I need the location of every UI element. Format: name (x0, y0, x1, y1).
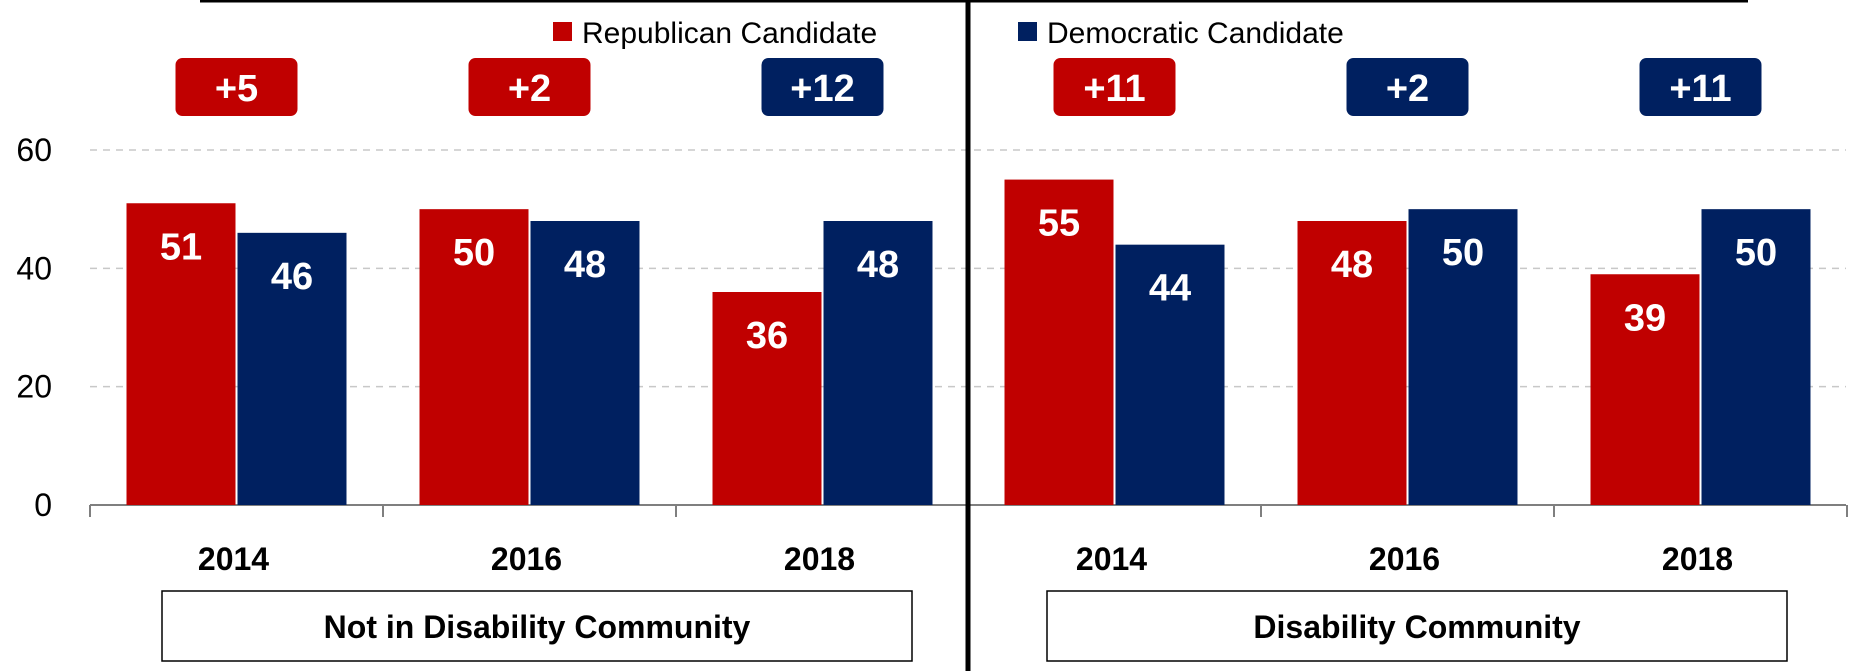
margin-badge (1346, 58, 1469, 116)
margin-badge-label: +2 (508, 68, 551, 110)
data-label-democratic: 48 (564, 244, 606, 286)
bar-republican (712, 292, 822, 505)
margin-badge-label: +11 (1669, 68, 1731, 110)
margin-badge (468, 58, 591, 116)
data-label-republican: 36 (746, 315, 788, 357)
margin-badge-label: +5 (215, 68, 258, 110)
legend-swatch-republican (553, 22, 572, 41)
bar-democratic (1701, 209, 1811, 505)
legend-label-democratic: Democratic Candidate (1047, 17, 1344, 50)
bar-republican (1004, 179, 1114, 506)
bars (126, 179, 1811, 506)
data-label-republican: 51 (160, 226, 202, 268)
margin-badge-label: +11 (1083, 68, 1145, 110)
y-tick-label: 20 (16, 369, 52, 405)
margin-badges: +5 +2 +12 +11 +2 +11 (175, 58, 1762, 116)
x-category-label: 2018 (784, 541, 855, 577)
x-category-label: 2014 (1076, 541, 1147, 577)
x-category-label: 2016 (491, 541, 562, 577)
data-label-republican: 39 (1624, 297, 1666, 339)
margin-badge (761, 58, 884, 116)
y-tick-label: 0 (34, 487, 52, 523)
x-category-label: 2018 (1662, 541, 1733, 577)
legend-swatch-democratic (1018, 22, 1037, 41)
bar-republican (419, 209, 529, 505)
x-category-label: 2014 (198, 541, 269, 577)
data-label-democratic: 50 (1442, 232, 1484, 274)
y-tick-label: 40 (16, 250, 52, 286)
bar-republican (1590, 274, 1700, 505)
data-labels: 51 46 50 48 36 48 55 44 48 50 39 50 (160, 203, 1777, 357)
margin-badge-label: +2 (1386, 68, 1429, 110)
margin-badge (1639, 58, 1762, 116)
margin-badge (1053, 58, 1176, 116)
axes: 0 20 40 60 2014 2016 2018 2014 2016 2018 (16, 0, 1848, 671)
legend: Republican Candidate Democratic Candidate (553, 17, 1344, 50)
margin-badge (175, 58, 298, 116)
data-label-republican: 55 (1038, 203, 1080, 245)
bar-democratic (823, 221, 933, 505)
margin-badge-label: +12 (790, 68, 854, 110)
data-label-republican: 48 (1331, 244, 1373, 286)
group-label-box (161, 590, 913, 662)
bar-democratic (1115, 244, 1225, 505)
group-labels: Not in Disability Community Disability Co… (161, 590, 1788, 662)
data-label-democratic: 44 (1149, 268, 1191, 310)
bar-democratic (530, 221, 640, 505)
bar-republican (1297, 221, 1407, 505)
group-label: Not in Disability Community (324, 609, 751, 645)
data-label-democratic: 48 (857, 244, 899, 286)
legend-label-republican: Republican Candidate (582, 17, 877, 50)
data-label-republican: 50 (453, 232, 495, 274)
data-label-democratic: 46 (271, 256, 313, 298)
y-tick-label: 60 (16, 132, 52, 168)
data-label-democratic: 50 (1735, 232, 1777, 274)
x-category-label: 2016 (1369, 541, 1440, 577)
bar-democratic (237, 232, 347, 506)
bar-democratic (1408, 209, 1518, 505)
bar-republican (126, 203, 236, 505)
group-label-box (1046, 590, 1788, 662)
group-label: Disability Community (1253, 609, 1580, 645)
